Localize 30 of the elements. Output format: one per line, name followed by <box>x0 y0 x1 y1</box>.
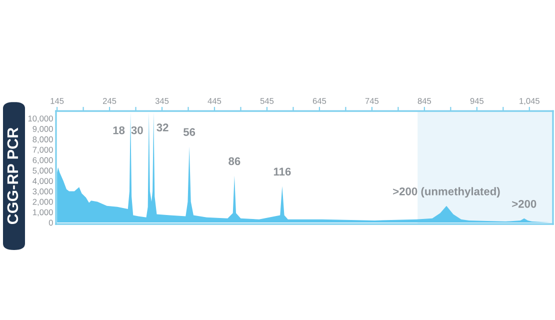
y-tick-label: 6,000 <box>32 157 53 164</box>
y-tick-label: 9,000 <box>32 126 53 133</box>
x-tick-label: 845 <box>418 98 432 104</box>
y-tick-label: 4,000 <box>32 178 53 185</box>
x-tick-label: 945 <box>470 98 484 104</box>
y-tick-label: 0 <box>48 220 53 226</box>
x-tick-label: 445 <box>208 98 222 104</box>
x-tick-label: 245 <box>103 98 116 104</box>
annotation: 56 <box>183 128 196 136</box>
annotation: 18 <box>113 126 125 134</box>
x-tick-label: 545 <box>260 98 274 104</box>
y-tick-label: 8,000 <box>32 136 53 144</box>
y-tick-label: 2,000 <box>32 198 53 206</box>
y-axis-title: CGG-RP PCR <box>7 128 18 224</box>
annotation: 86 <box>228 157 240 166</box>
x-tick-label: 145 <box>50 98 64 104</box>
y-tick-label: 1,000 <box>33 209 53 216</box>
annotation: 32 <box>156 124 168 132</box>
y-tick-label: 3,000 <box>32 188 53 196</box>
x-tick-label: 345 <box>155 98 169 104</box>
y-tick-label: 5,000 <box>32 168 53 175</box>
x-tick-label: 1,045 <box>520 98 540 105</box>
y-tick-label: 7,000 <box>32 146 53 154</box>
annotation: 30 <box>131 126 143 134</box>
annotation: >200 <box>512 200 536 208</box>
x-tick-label: 745 <box>365 98 379 104</box>
y-tick-label: 10,000 <box>28 116 53 122</box>
annotation: >200 (unmethylated) <box>393 187 500 198</box>
x-tick-label: 645 <box>312 98 326 104</box>
annotation: 116 <box>274 168 291 176</box>
